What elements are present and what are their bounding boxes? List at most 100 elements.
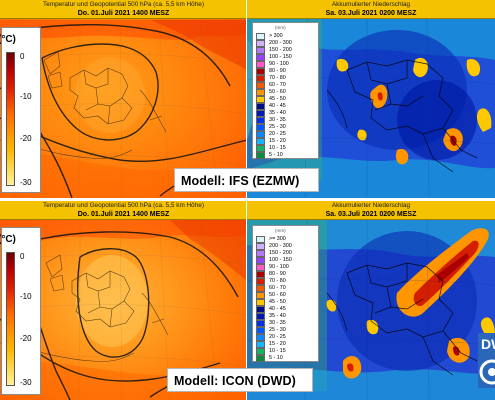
precipitation-legend-row: 70 - 80 bbox=[256, 75, 319, 82]
precipitation-legend-row: 35 - 40 bbox=[256, 313, 319, 320]
precipitation-legend-row: 40 - 45 bbox=[256, 306, 319, 313]
precipitation-class-label: 30 - 35 bbox=[269, 320, 286, 326]
precipitation-swatch bbox=[256, 348, 265, 355]
precipitation-swatch bbox=[256, 278, 265, 285]
precipitation-swatch bbox=[256, 138, 265, 145]
precipitation-swatch bbox=[256, 110, 265, 117]
precipitation-legend-row: >= 300 bbox=[256, 236, 319, 243]
model-label-ifs: Modell: IFS (EZMW) bbox=[174, 168, 319, 192]
precipitation-swatch bbox=[256, 145, 265, 152]
precipitation-legend-row: 100 - 150 bbox=[256, 257, 319, 264]
temperature-colorbar bbox=[6, 252, 15, 386]
precipitation-class-label: 60 - 70 bbox=[269, 82, 286, 88]
precipitation-legend-row: 60 - 70 bbox=[256, 82, 319, 89]
icon-temperature-title: Temperatur und Geopotential 500 hPa (ca.… bbox=[43, 202, 204, 209]
precipitation-class-label: >= 300 bbox=[269, 236, 286, 242]
precipitation-class-label: 70 - 80 bbox=[269, 278, 286, 284]
precipitation-swatch bbox=[256, 264, 265, 271]
precipitation-legend-row: 5 - 10 bbox=[256, 355, 319, 362]
temperature-colorbar bbox=[6, 52, 15, 186]
precipitation-class-label: 20 - 25 bbox=[269, 334, 286, 340]
precipitation-class-label: 80 - 90 bbox=[269, 68, 286, 74]
temperature-tick: -30 bbox=[20, 178, 32, 187]
precipitation-class-label: 80 - 90 bbox=[269, 271, 286, 277]
precipitation-swatch bbox=[256, 334, 265, 341]
column-divider bbox=[246, 0, 247, 400]
precipitation-class-label: 40 - 45 bbox=[269, 306, 286, 312]
precipitation-class-label: 70 - 80 bbox=[269, 75, 286, 81]
precipitation-legend-row: 30 - 35 bbox=[256, 117, 319, 124]
ifs-temperature-header: Temperatur und Geopotential 500 hPa (ca.… bbox=[0, 0, 247, 19]
precipitation-legend-row: 5 - 10 bbox=[256, 152, 319, 159]
precipitation-class-label: 90 - 100 bbox=[269, 264, 289, 270]
precipitation-class-label: 10 - 15 bbox=[269, 348, 286, 354]
precipitation-class-label: 25 - 30 bbox=[269, 327, 286, 333]
precipitation-class-label: 5 - 10 bbox=[269, 152, 283, 158]
precipitation-unit: (mm) bbox=[275, 25, 286, 30]
precipitation-class-label: 100 - 150 bbox=[269, 54, 292, 60]
ifs-precipitation-header: Akkumulierter Niederschlag Sa. 03.Juli 2… bbox=[247, 0, 495, 19]
precipitation-legend-row: 10 - 15 bbox=[256, 348, 319, 355]
precipitation-swatch bbox=[256, 33, 265, 40]
precipitation-swatch bbox=[256, 313, 265, 320]
icon-temperature-map bbox=[0, 201, 247, 400]
row-divider bbox=[0, 198, 495, 201]
dwd-logo-text: DW bbox=[481, 336, 495, 352]
precipitation-legend-row: 150 - 200 bbox=[256, 250, 319, 257]
precipitation-class-label: 50 - 60 bbox=[269, 89, 286, 95]
precipitation-legend-row: 25 - 30 bbox=[256, 327, 319, 334]
temperature-tick: -10 bbox=[20, 92, 32, 101]
precipitation-legend-row: 10 - 15 bbox=[256, 145, 319, 152]
precipitation-legend-row: 100 - 150 bbox=[256, 54, 319, 61]
precipitation-class-label: 200 - 300 bbox=[269, 40, 292, 46]
precipitation-class-label: 150 - 200 bbox=[269, 250, 292, 256]
precipitation-legend-row: 60 - 70 bbox=[256, 285, 319, 292]
precipitation-legend-row: 80 - 90 bbox=[256, 271, 319, 278]
icon-temperature-validtime: Do. 01.Juli 2021 1400 MESZ bbox=[77, 211, 170, 218]
precipitation-class-label: 200 - 300 bbox=[269, 243, 292, 249]
model-label-icon: Modell: ICON (DWD) bbox=[167, 368, 313, 392]
precipitation-swatch bbox=[256, 47, 265, 54]
precipitation-legend-row: 50 - 60 bbox=[256, 89, 319, 96]
precipitation-swatch bbox=[256, 82, 265, 89]
precipitation-legend-row: 90 - 100 bbox=[256, 264, 319, 271]
ifs-precipitation-legend: (mm) > 300 200 - 300 150 - 200 100 - 150 90 … bbox=[252, 22, 319, 159]
precipitation-class-label: 90 - 100 bbox=[269, 61, 289, 67]
precipitation-legend-row: 70 - 80 bbox=[256, 278, 319, 285]
precipitation-class-label: 30 - 35 bbox=[269, 117, 286, 123]
precipitation-legend-row: 45 - 50 bbox=[256, 96, 319, 103]
icon-temperature-legend: (°C) 0 -10 -20 -30 bbox=[0, 227, 41, 395]
precipitation-legend-row: 150 - 200 bbox=[256, 47, 319, 54]
precipitation-legend-row: 80 - 90 bbox=[256, 68, 319, 75]
temperature-tick: 0 bbox=[20, 252, 25, 261]
precipitation-swatch bbox=[256, 96, 265, 103]
precipitation-swatch bbox=[256, 250, 265, 257]
ifs-temperature-validtime: Do. 01.Juli 2021 1400 MESZ bbox=[77, 10, 170, 17]
precipitation-legend-row: 35 - 40 bbox=[256, 110, 319, 117]
precipitation-class-label: 25 - 30 bbox=[269, 124, 286, 130]
precipitation-swatch bbox=[256, 61, 265, 68]
precipitation-swatch bbox=[256, 103, 265, 110]
precipitation-legend-row: 25 - 30 bbox=[256, 124, 319, 131]
precipitation-class-label: 100 - 150 bbox=[269, 257, 292, 263]
precipitation-unit: (mm) bbox=[275, 228, 286, 233]
ifs-precipitation-title: Akkumulierter Niederschlag bbox=[331, 1, 411, 8]
precipitation-legend-row: 90 - 100 bbox=[256, 61, 319, 68]
precipitation-swatch bbox=[256, 327, 265, 334]
precipitation-swatch bbox=[256, 285, 265, 292]
precipitation-swatch bbox=[256, 292, 265, 299]
ifs-precipitation-validtime: Sa. 03.Juli 2021 0200 MESZ bbox=[325, 10, 417, 17]
precipitation-class-label: 5 - 10 bbox=[269, 355, 283, 361]
precipitation-legend-row: 30 - 35 bbox=[256, 320, 319, 327]
icon-precipitation-title: Akkumulierter Niederschlag bbox=[331, 202, 411, 209]
ifs-temperature-title: Temperatur und Geopotential 500 hPa (ca.… bbox=[43, 1, 204, 8]
precipitation-class-label: 60 - 70 bbox=[269, 285, 286, 291]
precipitation-swatch bbox=[256, 40, 265, 47]
precipitation-swatch bbox=[256, 68, 265, 75]
icon-precipitation-panel: Akkumulierter Niederschlag Sa. 03.Juli 2… bbox=[247, 201, 495, 400]
precipitation-class-label: 45 - 50 bbox=[269, 96, 286, 102]
precipitation-legend-row: 45 - 50 bbox=[256, 299, 319, 306]
precipitation-class-label: 15 - 20 bbox=[269, 138, 286, 144]
icon-temperature-header: Temperatur und Geopotential 500 hPa (ca.… bbox=[0, 201, 247, 220]
icon-temperature-panel: Temperatur und Geopotential 500 hPa (ca.… bbox=[0, 201, 247, 400]
